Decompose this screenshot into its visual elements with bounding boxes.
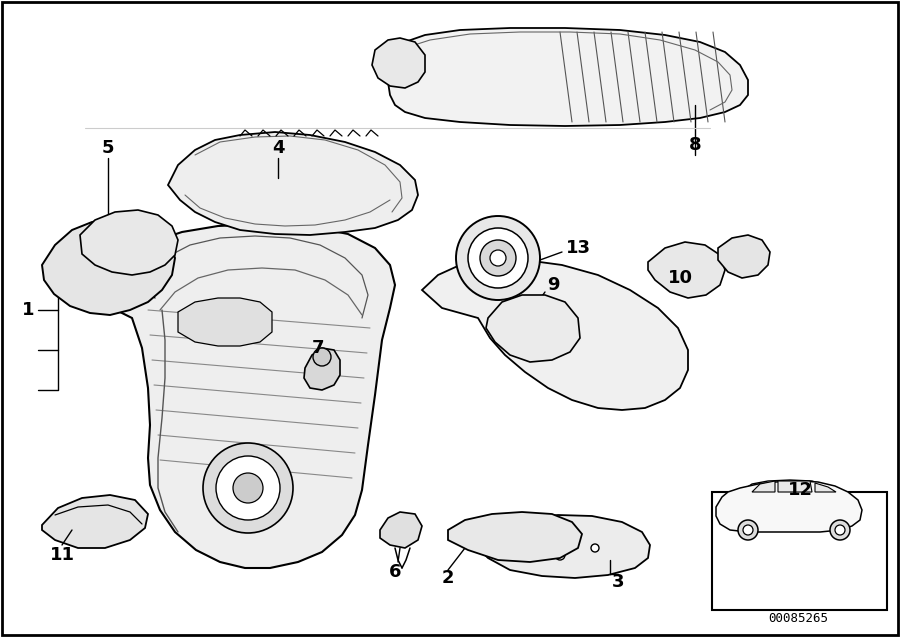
Text: 1: 1 — [22, 301, 34, 319]
Bar — [712, 492, 887, 610]
Text: 5: 5 — [102, 139, 114, 157]
Polygon shape — [178, 298, 272, 346]
Text: 00085265: 00085265 — [768, 612, 828, 624]
Circle shape — [468, 228, 528, 288]
Circle shape — [757, 499, 767, 509]
Circle shape — [525, 535, 535, 545]
Text: 13: 13 — [565, 239, 590, 257]
Polygon shape — [378, 28, 748, 126]
Polygon shape — [718, 235, 770, 278]
Polygon shape — [448, 512, 582, 562]
Circle shape — [216, 456, 280, 520]
Polygon shape — [304, 348, 340, 390]
Circle shape — [680, 267, 690, 277]
Text: 12: 12 — [788, 481, 813, 499]
Polygon shape — [752, 481, 775, 492]
Circle shape — [480, 240, 516, 276]
Polygon shape — [95, 224, 395, 568]
Circle shape — [203, 443, 293, 533]
Circle shape — [743, 525, 753, 535]
Polygon shape — [380, 512, 422, 548]
Text: 2: 2 — [442, 569, 454, 587]
Polygon shape — [648, 242, 725, 298]
Circle shape — [752, 494, 772, 514]
Circle shape — [483, 533, 493, 543]
Polygon shape — [372, 38, 425, 88]
Circle shape — [564, 531, 572, 539]
Polygon shape — [422, 260, 688, 410]
Polygon shape — [42, 495, 148, 548]
Text: 8: 8 — [688, 136, 701, 154]
Text: 11: 11 — [50, 546, 75, 564]
Text: 9: 9 — [547, 276, 559, 294]
Circle shape — [517, 543, 527, 553]
Polygon shape — [168, 132, 418, 235]
Circle shape — [555, 550, 565, 560]
Circle shape — [113, 293, 123, 303]
Circle shape — [830, 520, 850, 540]
Text: 7: 7 — [311, 339, 324, 357]
Polygon shape — [778, 481, 812, 492]
Polygon shape — [815, 483, 836, 492]
Circle shape — [591, 544, 599, 552]
Text: 3: 3 — [612, 573, 625, 591]
Polygon shape — [478, 515, 650, 578]
Text: 4: 4 — [272, 139, 284, 157]
Polygon shape — [486, 295, 580, 362]
Circle shape — [233, 473, 263, 503]
Polygon shape — [80, 210, 178, 275]
Circle shape — [738, 520, 758, 540]
Text: 6: 6 — [389, 563, 401, 581]
Polygon shape — [42, 218, 175, 315]
Circle shape — [835, 525, 845, 535]
Circle shape — [490, 250, 506, 266]
Polygon shape — [716, 481, 862, 532]
Polygon shape — [740, 488, 786, 520]
Circle shape — [456, 216, 540, 300]
Circle shape — [313, 348, 331, 366]
Text: 10: 10 — [668, 269, 692, 287]
Circle shape — [89, 262, 101, 274]
